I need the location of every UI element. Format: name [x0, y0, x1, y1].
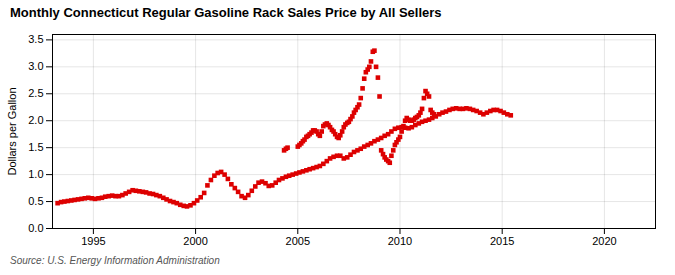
- html-text:Source: U.S. Energy Informatio: Source: U.S. Energy Information Administ…: [10, 255, 220, 266]
- svg-text:2.0: 2.0: [28, 114, 43, 126]
- html-text:Monthly Connecticut Regular Ga: Monthly Connecticut Regular Gasoline Rac…: [10, 5, 442, 20]
- svg-text:0.0: 0.0: [28, 222, 43, 234]
- svg-text:2020: 2020: [592, 235, 616, 247]
- svg-text:2015: 2015: [490, 235, 514, 247]
- svg-text:2010: 2010: [388, 235, 412, 247]
- svg-text:3.0: 3.0: [28, 60, 43, 72]
- svg-text:3.5: 3.5: [28, 33, 43, 45]
- svg-text:2.5: 2.5: [28, 87, 43, 99]
- svg-text:2005: 2005: [286, 235, 310, 247]
- svg-text:1.0: 1.0: [28, 168, 43, 180]
- svg-text:1995: 1995: [81, 235, 105, 247]
- svg-text:1.5: 1.5: [28, 141, 43, 153]
- svg-text:Dollars per Gallon: Dollars per Gallon: [6, 87, 18, 175]
- svg-text:0.5: 0.5: [28, 195, 43, 207]
- svg-text:2000: 2000: [183, 235, 207, 247]
